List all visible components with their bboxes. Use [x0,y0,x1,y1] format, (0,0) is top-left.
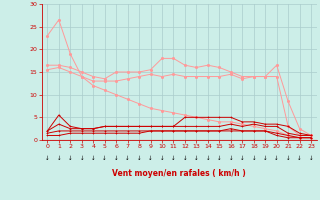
X-axis label: Vent moyen/en rafales ( km/h ): Vent moyen/en rafales ( km/h ) [112,169,246,178]
